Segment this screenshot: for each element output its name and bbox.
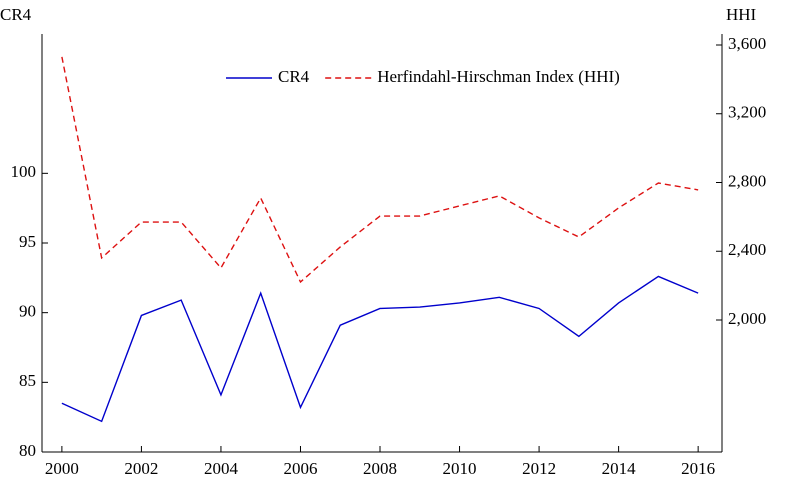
y2-tick-label: 3,600: [728, 34, 766, 53]
y-tick-label: 80: [19, 441, 36, 460]
y-tick-label: 100: [11, 162, 37, 181]
y2-tick-label: 3,200: [728, 103, 766, 122]
x-tick-label: 2002: [124, 459, 158, 478]
x-tick-label: 2008: [363, 459, 397, 478]
line-series: [61, 56, 699, 284]
legend-label: Herfindahl-Hirschman Index (HHI): [377, 67, 620, 86]
y2-tick-label: 2,400: [728, 240, 766, 259]
x-tick-label: 2012: [522, 459, 556, 478]
y-axis-label: CR4: [0, 5, 32, 24]
x-tick-label: 2010: [443, 459, 477, 478]
x-tick-label: 2014: [602, 459, 637, 478]
x-tick-label: 2004: [204, 459, 239, 478]
y-tick-label: 85: [19, 371, 36, 390]
y-tick-label: 95: [19, 232, 36, 251]
x-tick-label: 2016: [681, 459, 715, 478]
y2-tick-label: 2,000: [728, 309, 766, 328]
line-series: [61, 275, 699, 423]
y2-axis-label: HHI: [726, 5, 757, 24]
x-tick-label: 2006: [283, 459, 317, 478]
y2-tick-label: 2,800: [728, 171, 766, 190]
x-tick-label: 2000: [45, 459, 79, 478]
y-tick-label: 90: [19, 302, 36, 321]
legend-label: CR4: [278, 67, 310, 86]
